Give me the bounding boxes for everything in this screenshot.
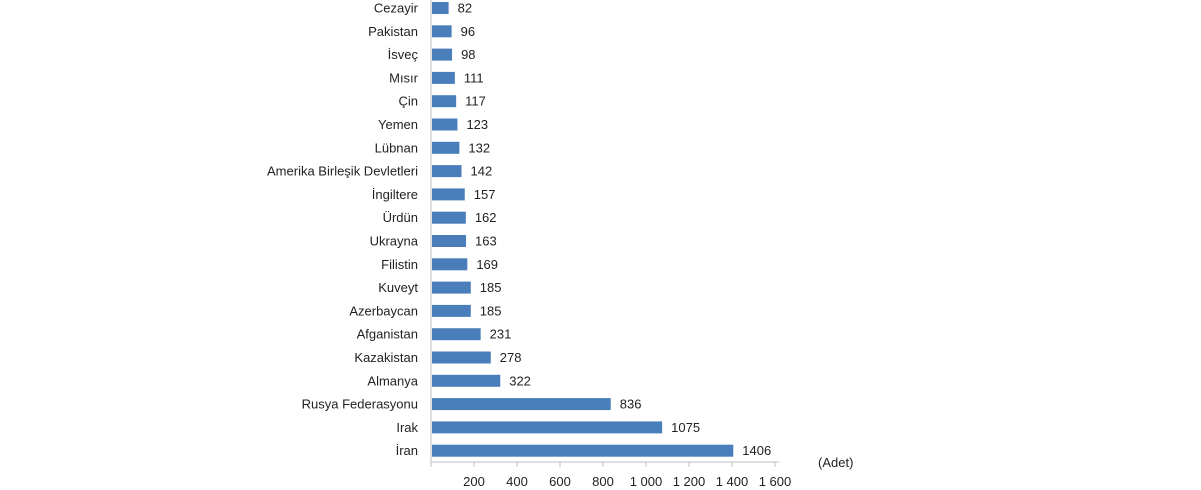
- category-label: Pakistan: [368, 24, 418, 39]
- x-tick-label: 600: [549, 474, 571, 489]
- category-label: Rusya Federasyonu: [302, 397, 418, 412]
- value-label: 1406: [742, 443, 771, 458]
- bar: [432, 141, 460, 154]
- value-label: 157: [474, 187, 496, 202]
- category-label: Mısır: [389, 70, 419, 85]
- value-label: 142: [471, 164, 493, 179]
- category-label: Almanya: [367, 373, 418, 388]
- value-label: 1075: [671, 420, 700, 435]
- value-label: 111: [464, 70, 484, 85]
- bar: [432, 2, 449, 14]
- category-label: Azerbaycan: [349, 303, 418, 318]
- x-tick-label: 200: [463, 474, 485, 489]
- bar: [432, 421, 663, 434]
- value-label: 98: [461, 47, 475, 62]
- bar: [432, 25, 452, 38]
- value-label: 322: [509, 373, 531, 388]
- bars-group: [432, 2, 734, 457]
- bar: [432, 351, 491, 364]
- bar: [432, 71, 455, 84]
- category-label: İngiltere: [372, 187, 418, 202]
- bar: [432, 211, 466, 224]
- value-label: 169: [476, 257, 498, 272]
- bar: [432, 398, 611, 411]
- bar: [432, 48, 453, 61]
- category-label: Ürdün: [383, 210, 418, 225]
- x-tick-label: 1 400: [716, 474, 749, 489]
- bar: [432, 374, 501, 387]
- bar: [432, 281, 471, 294]
- value-label: 132: [468, 140, 490, 155]
- category-label: Afganistan: [357, 327, 418, 342]
- bar: [432, 165, 462, 178]
- category-labels-group: Cezayir Pakistan İsveç Mısır Çin Yemen Lübnan A…: [267, 1, 419, 459]
- category-label: Irak: [396, 420, 418, 435]
- value-label: 117: [465, 94, 486, 109]
- bar: [432, 444, 734, 457]
- value-label: 123: [466, 117, 488, 132]
- category-label: Yemen: [378, 117, 418, 132]
- value-label: 82: [458, 1, 472, 16]
- x-tick-label: 800: [592, 474, 614, 489]
- category-label: Kuveyt: [378, 280, 418, 295]
- value-label: 96: [461, 24, 475, 39]
- category-label: Lübnan: [375, 140, 418, 155]
- bar: [432, 118, 458, 131]
- category-label: Filistin: [381, 257, 418, 272]
- x-ticks-group: 200 400 600 800 1 000 1 200 1 400 1 600: [430, 462, 792, 489]
- category-label: Cezayir: [374, 1, 419, 16]
- bar: [432, 188, 465, 201]
- value-label: 278: [500, 350, 522, 365]
- category-label: İran: [396, 443, 418, 458]
- x-tick-label: 400: [506, 474, 528, 489]
- x-tick-label: 1 200: [673, 474, 706, 489]
- value-label: 185: [480, 303, 502, 318]
- category-label: Ukrayna: [370, 234, 419, 249]
- bar: [432, 328, 481, 341]
- category-label: İsveç: [388, 47, 419, 62]
- value-label: 185: [480, 280, 502, 295]
- bar: [432, 304, 471, 317]
- value-label: 162: [475, 210, 497, 225]
- bar: [432, 95, 457, 108]
- category-label: Çin: [398, 94, 418, 109]
- value-label: 163: [475, 234, 497, 249]
- bar: [432, 235, 467, 247]
- value-label: 836: [620, 397, 642, 412]
- category-label: Kazakistan: [354, 350, 418, 365]
- value-label: 231: [490, 327, 512, 342]
- bar: [432, 258, 468, 271]
- x-tick-label: 1 600: [759, 474, 792, 489]
- category-label: Amerika Birleşik Devletleri: [267, 164, 418, 179]
- x-tick-label: 1 000: [630, 474, 663, 489]
- unit-label: (Adet): [818, 455, 853, 470]
- value-labels-group: 82 96 98 111 117 123 132 142 157 162 163 169 185 185 2…: [458, 1, 772, 459]
